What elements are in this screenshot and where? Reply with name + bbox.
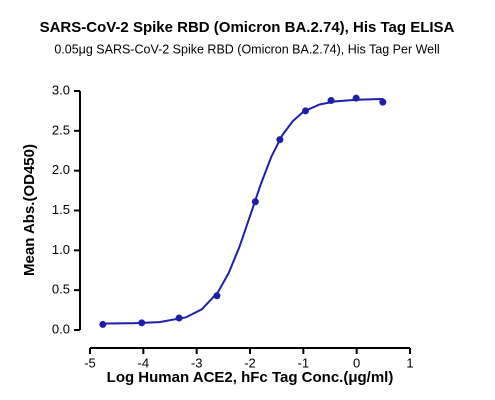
x-tick-label: -3 [191,355,203,370]
chart-subtitle: 0.05μg SARS-CoV-2 Spike RBD (Omicron BA.… [54,42,439,56]
y-tick-label: 1.5 [52,202,70,217]
x-tick-label: -1 [298,355,310,370]
y-tick-label: 2.0 [52,162,70,177]
y-axis-label: Mean Abs.(OD450) [21,144,38,276]
y-tick-label: 1.0 [52,242,70,257]
x-tick-label: -4 [138,355,150,370]
chart-title: SARS-CoV-2 Spike RBD (Omicron BA.2.74), … [40,19,455,36]
data-point [301,107,309,115]
data-point [175,314,183,322]
data-point [379,98,387,106]
data-point [276,136,284,144]
x-tick-label: 0 [353,355,360,370]
data-point [213,292,221,300]
x-tick-label: -2 [244,355,256,370]
data-point [251,198,259,206]
y-tick-label: 3.0 [52,82,70,97]
y-tick-label: 0.0 [52,321,70,336]
data-point [138,319,146,327]
x-tick-label: -5 [84,355,96,370]
data-point [327,97,335,105]
data-point [99,320,107,328]
fit-curve [105,97,384,325]
x-axis-label: Log Human ACE2, hFc Tag Conc.(μg/ml) [107,369,394,386]
data-point [352,94,360,102]
y-tick-label: 0.5 [52,282,70,297]
y-tick-label: 2.5 [52,122,70,137]
x-tick-label: 1 [406,355,413,370]
